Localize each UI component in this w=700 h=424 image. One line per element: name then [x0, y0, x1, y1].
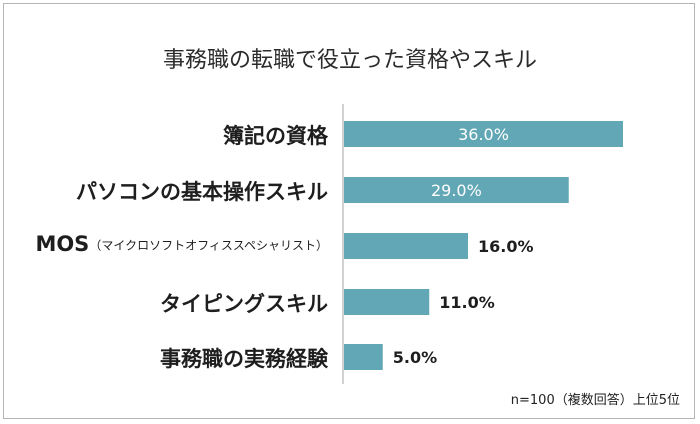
value-label-3: 16.0% — [478, 237, 534, 256]
value-label-2: 29.0% — [431, 181, 482, 200]
category-main-text: 簿記の資格 — [223, 124, 328, 148]
category-label-2: パソコンの基本操作スキル — [76, 176, 328, 206]
chart-title: 事務職の転職で役立った資格やスキル — [162, 48, 537, 73]
category-main-text: MOS — [35, 232, 90, 256]
bar-2 — [344, 177, 569, 203]
category-label-4: タイピングスキル — [160, 288, 328, 318]
category-main-text: 事務職の実務経験 — [160, 347, 328, 371]
value-label-5: 5.0% — [393, 348, 437, 367]
bar-3 — [344, 233, 468, 259]
category-label-5: 事務職の実務経験 — [160, 343, 328, 373]
category-label-1: 簿記の資格 — [223, 120, 328, 150]
sample-note: n=100（複数回答）上位5位 — [510, 393, 680, 408]
bar-4 — [344, 289, 430, 315]
bar-1 — [344, 121, 623, 147]
value-label-4: 11.0% — [439, 293, 495, 312]
category-label-3: MOS（マイクロソフトオフィススペシャリスト） — [35, 232, 328, 256]
value-label-1: 36.0% — [458, 125, 509, 144]
category-sub-text: （マイクロソフトオフィススペシャリスト） — [89, 238, 328, 253]
bar-5 — [344, 344, 383, 370]
category-main-text: タイピングスキル — [160, 292, 328, 316]
category-main-text: パソコンの基本操作スキル — [76, 180, 328, 204]
